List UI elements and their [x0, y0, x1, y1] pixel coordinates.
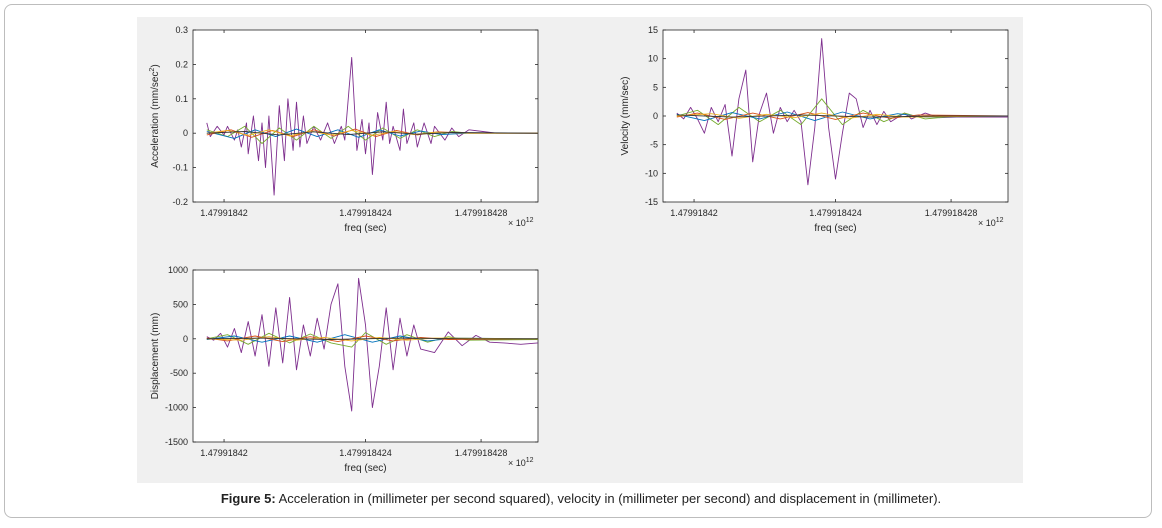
disp-plot-area	[192, 269, 539, 443]
vel-xtick-label: 1.479918424	[809, 208, 862, 218]
caption-text: Acceleration in (millimeter per second s…	[275, 491, 942, 506]
velocity-chart: 15 10 5 0 -5 -10 -15 1.47991842 1.479918424 1.479…	[620, 25, 1009, 234]
disp-ytick-label: 1000	[168, 265, 188, 275]
vel-xtick-label: 1.47991842	[670, 208, 718, 218]
disp-series-dark-line	[206, 337, 538, 340]
vel-ytick-label: 0	[653, 111, 658, 121]
disp-x-axis-label: freq (sec)	[344, 463, 386, 474]
disp-xtick-label: 1.479918428	[455, 448, 508, 458]
acc-series-green-line	[206, 125, 538, 144]
disp-ytick-label: -1000	[165, 403, 188, 413]
vel-ytick-label: 5	[653, 82, 658, 92]
acc-ytick-label: 0	[183, 128, 188, 138]
disp-ytick-label: -500	[170, 368, 188, 378]
figure-caption: Figure 5: Acceleration in (millimeter pe…	[0, 491, 1162, 506]
disp-ytick-label: 500	[173, 299, 188, 309]
disp-series-blue-line	[206, 334, 539, 343]
acc-xtick-label: 1.47991842	[200, 208, 248, 218]
acc-ytick-label: -0.2	[172, 197, 188, 207]
acc-ytick-label: 0.2	[175, 59, 188, 69]
acc-ytick-label: 0.1	[175, 94, 188, 104]
acc-plot-area	[192, 29, 539, 203]
disp-ytick-label: -1500	[165, 437, 188, 447]
disp-x-exponent: × 1012	[508, 457, 534, 468]
vel-ytick-label: -15	[645, 197, 658, 207]
vel-series-orange-line	[676, 112, 1009, 120]
vel-series-dark-line	[676, 114, 1008, 118]
vel-y-axis-label: Velocity (mm/sec)	[620, 77, 631, 156]
acceleration-chart: 0.3 0.2 0.1 0 -0.1 -0.2 1.47991842 1.479918424 1…	[149, 25, 539, 234]
disp-xtick-label: 1.479918424	[339, 448, 392, 458]
acc-xtick-label: 1.479918428	[455, 208, 508, 218]
disp-ytick-label: 0	[183, 334, 188, 344]
acc-y-axis-label: Acceleration (mm/sec2)	[149, 64, 161, 167]
vel-x-exponent: × 1012	[978, 217, 1004, 228]
disp-y-axis-label: Displacement (mm)	[150, 313, 161, 400]
vel-xtick-label: 1.479918428	[925, 208, 978, 218]
vel-ytick-label: -10	[645, 168, 658, 178]
acc-series-blue-line	[206, 128, 538, 139]
acc-x-exponent: × 1012	[508, 217, 534, 228]
vel-ytick-label: 15	[648, 25, 658, 35]
vel-ytick-label: -5	[650, 140, 658, 150]
caption-label: Figure 5:	[220, 491, 276, 506]
disp-xtick-label: 1.47991842	[200, 448, 248, 458]
vel-series-purple-line	[676, 38, 1008, 186]
acc-series-dark-line	[206, 131, 539, 136]
acc-ytick-label: -0.1	[172, 163, 188, 173]
acc-x-axis-label: freq (sec)	[344, 223, 386, 234]
displacement-chart: 1000 500 0 -500 -1000 -1500 1.47991842 1.479918…	[150, 265, 539, 474]
acc-ytick-label: 0.3	[175, 25, 188, 35]
vel-x-axis-label: freq (sec)	[814, 223, 856, 234]
vel-ytick-label: 10	[648, 54, 658, 64]
acc-series-yellow-line	[206, 129, 538, 137]
acc-xtick-label: 1.479918424	[339, 208, 392, 218]
